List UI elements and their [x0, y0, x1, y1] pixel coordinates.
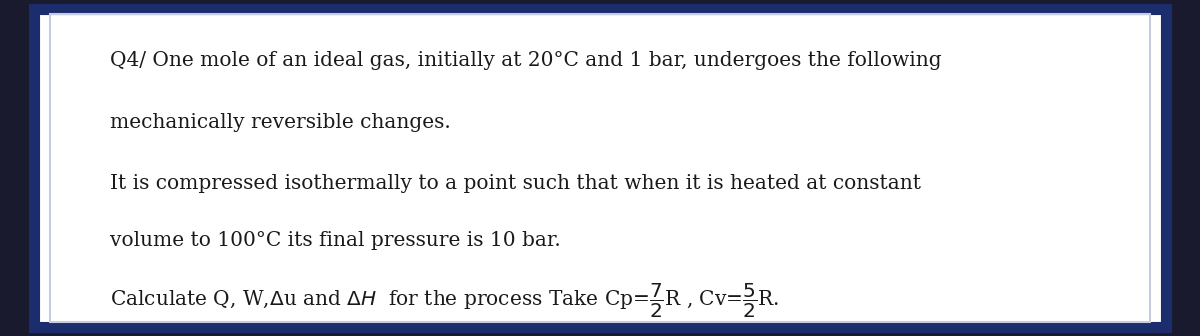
Text: Q4/ One mole of an ideal gas, initially at 20°C and 1 bar, undergoes the followi: Q4/ One mole of an ideal gas, initially … — [110, 51, 942, 70]
Text: Calculate Q, W,$\Delta$u and $\Delta H$  for the process Take Cp=$\dfrac{7}{2}$R: Calculate Q, W,$\Delta$u and $\Delta H$ … — [110, 282, 780, 320]
Text: volume to 100°C its final pressure is 10 bar.: volume to 100°C its final pressure is 10… — [110, 231, 562, 250]
Text: mechanically reversible changes.: mechanically reversible changes. — [110, 113, 451, 132]
FancyBboxPatch shape — [34, 9, 1166, 327]
Text: It is compressed isothermally to a point such that when it is heated at constant: It is compressed isothermally to a point… — [110, 174, 922, 193]
